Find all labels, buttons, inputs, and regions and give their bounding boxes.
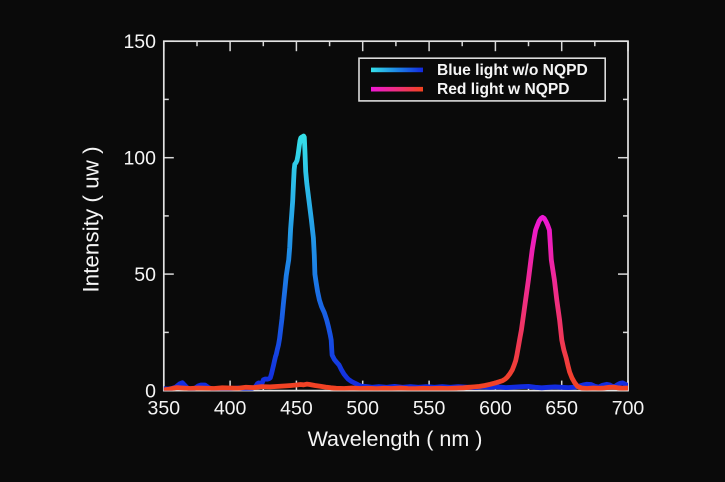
svg-text:Blue light w/o NQPD: Blue light w/o NQPD — [437, 62, 588, 79]
svg-text:Red light w NQPD: Red light w NQPD — [437, 81, 570, 98]
svg-text:450: 450 — [280, 397, 313, 419]
svg-text:150: 150 — [123, 31, 156, 53]
svg-text:650: 650 — [545, 397, 578, 419]
svg-text:100: 100 — [123, 148, 156, 170]
svg-text:700: 700 — [612, 397, 645, 419]
svg-text:Wavelength ( nm ): Wavelength ( nm ) — [308, 427, 483, 451]
svg-text:Intensity ( uw ): Intensity ( uw ) — [79, 146, 104, 292]
svg-text:600: 600 — [479, 397, 512, 419]
svg-text:0: 0 — [145, 381, 156, 403]
svg-text:400: 400 — [214, 397, 247, 419]
svg-text:550: 550 — [413, 397, 446, 419]
svg-text:50: 50 — [134, 264, 156, 286]
svg-text:350: 350 — [148, 397, 181, 419]
svg-text:500: 500 — [346, 397, 379, 419]
